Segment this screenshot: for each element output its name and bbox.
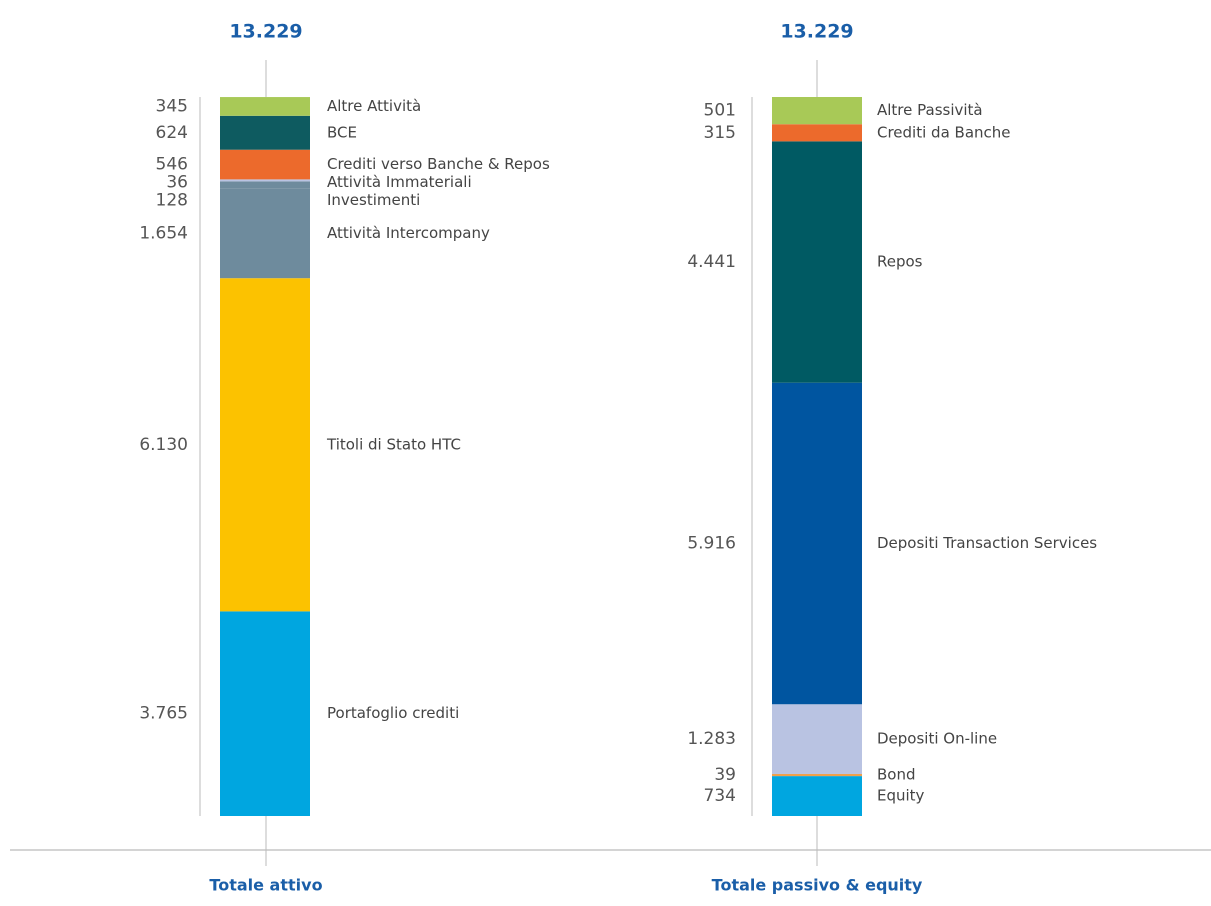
value-label: 6.130 <box>139 435 188 455</box>
value-label: 345 <box>156 96 188 116</box>
segment <box>772 704 862 774</box>
segment <box>772 382 862 705</box>
value-label: 1.654 <box>139 223 188 243</box>
segment <box>220 179 310 182</box>
category-label: Totale attivo <box>209 876 322 895</box>
segment <box>772 773 862 777</box>
segment <box>220 278 310 612</box>
segment-label: Investimenti <box>327 191 420 209</box>
segment-label: Portafoglio crediti <box>327 704 459 722</box>
segment-label: Repos <box>877 253 923 271</box>
segment <box>220 181 310 189</box>
segment-label: Depositi On-line <box>877 730 997 748</box>
value-label: 39 <box>714 765 736 785</box>
segment-label: Altre Passività <box>877 101 983 119</box>
segment <box>220 611 310 816</box>
segment <box>772 97 862 125</box>
segment-label: Depositi Transaction Services <box>877 534 1097 552</box>
segment <box>220 97 310 116</box>
segment <box>772 141 862 383</box>
segment-label: Attività Intercompany <box>327 224 490 242</box>
value-label: 315 <box>704 123 736 143</box>
segment-label: Titoli di Stato HTC <box>326 435 461 453</box>
value-label: 5.916 <box>687 533 736 553</box>
segment-label: Equity <box>877 787 925 805</box>
segment-label: Crediti da Banche <box>877 123 1011 141</box>
segment-label: Bond <box>877 766 916 784</box>
total-label: 13.229 <box>780 21 853 43</box>
value-label: 546 <box>156 155 188 175</box>
segment-label: Attività Immateriali <box>327 173 472 191</box>
category-label: Totale passivo & equity <box>712 876 923 895</box>
segment-label: Crediti verso Banche & Repos <box>327 155 550 173</box>
value-label: 4.441 <box>687 252 736 272</box>
value-label: 501 <box>704 101 736 121</box>
segment <box>220 115 310 150</box>
value-label: 3.765 <box>139 704 188 724</box>
segment <box>220 188 310 279</box>
value-label: 36 <box>166 173 188 193</box>
total-label: 13.229 <box>229 21 302 43</box>
value-label: 128 <box>156 191 188 211</box>
value-label: 734 <box>704 786 736 806</box>
value-label: 624 <box>156 123 188 143</box>
segment <box>772 124 862 142</box>
segment-label: BCE <box>327 123 357 141</box>
segment <box>220 149 310 180</box>
segment <box>772 776 862 816</box>
segment-label: Altre Attività <box>327 97 421 115</box>
value-label: 1.283 <box>687 729 736 749</box>
